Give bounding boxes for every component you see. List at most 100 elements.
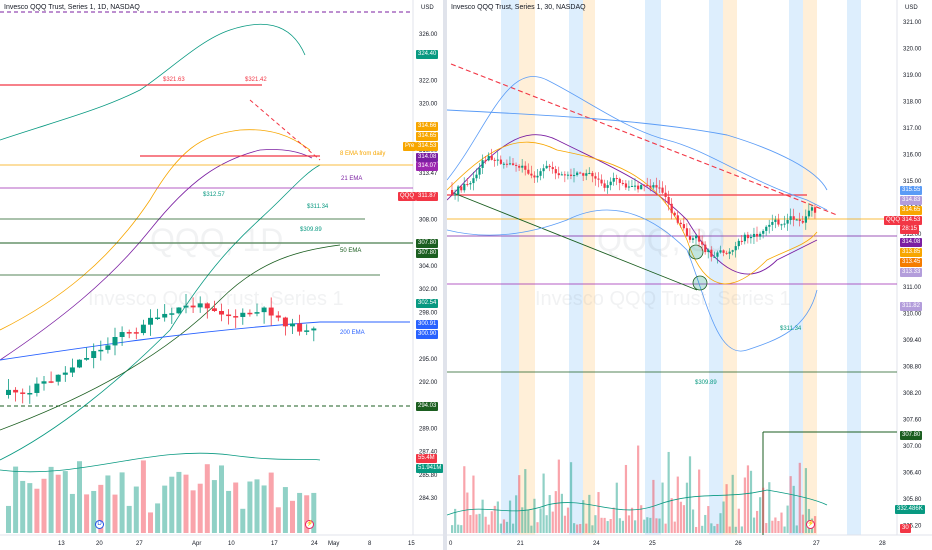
candle-body-right bbox=[780, 224, 783, 226]
ema200-line bbox=[0, 321, 410, 361]
session-band bbox=[645, 0, 661, 535]
volume-bar bbox=[119, 472, 125, 533]
volume-bar-right bbox=[792, 485, 795, 533]
volume-bar-right bbox=[780, 512, 783, 533]
time-tick-label: 13 bbox=[58, 541, 65, 547]
volume-bar-right bbox=[460, 525, 463, 533]
volume-bar-right bbox=[548, 495, 551, 533]
intraday-chart-canvas[interactable]: 321.00 320.00 319.00 318.00 317.00 316.00 315.… bbox=[447, 0, 932, 550]
candle-body-right bbox=[579, 172, 582, 174]
candle-body-right bbox=[667, 196, 670, 204]
volume-bar-right bbox=[563, 515, 567, 533]
volume-bar-right bbox=[728, 526, 731, 533]
candle-body-right bbox=[557, 173, 560, 176]
volume-bar-right bbox=[624, 464, 628, 533]
currency-label-right: USD bbox=[905, 5, 918, 11]
candle-body-right bbox=[731, 250, 734, 252]
candle-body-right bbox=[786, 220, 789, 224]
dividend-icon[interactable]: D bbox=[95, 520, 104, 529]
volume-bar-right bbox=[673, 521, 676, 533]
candle-body bbox=[226, 314, 232, 317]
ema8-label: 8 EMA from daily bbox=[340, 151, 386, 157]
volume-bar-right bbox=[643, 519, 646, 533]
earnings-icon[interactable]: ⚡ bbox=[305, 520, 314, 529]
volume-bar bbox=[126, 505, 132, 533]
candle-body bbox=[233, 316, 239, 318]
currency-label: USD bbox=[421, 5, 434, 11]
tag-r2: 314.83 bbox=[900, 196, 923, 205]
candle-body-right bbox=[752, 233, 756, 237]
candle-body-right bbox=[795, 219, 798, 221]
volume-bar bbox=[20, 480, 26, 533]
candle-body bbox=[275, 315, 281, 318]
candle-body bbox=[254, 312, 260, 314]
volume-bar-right bbox=[490, 511, 493, 533]
time-tick-label: 8 bbox=[368, 541, 372, 547]
candle-body-right bbox=[490, 155, 493, 160]
panel-divider[interactable] bbox=[443, 0, 447, 550]
volume-bar-right bbox=[569, 462, 573, 533]
ema50-line bbox=[0, 244, 341, 431]
intraday-chart-panel[interactable]: 321.00 320.00 319.00 318.00 317.00 316.00 315.… bbox=[447, 0, 932, 550]
candle-body bbox=[204, 303, 210, 309]
candle-body bbox=[20, 392, 26, 394]
volume-bar-right bbox=[719, 513, 722, 533]
volume-bar-right bbox=[630, 507, 634, 533]
candle-body-right bbox=[545, 165, 548, 169]
volume-bar-right bbox=[813, 516, 817, 533]
candle-body bbox=[219, 311, 224, 315]
volume-bar-right bbox=[551, 511, 554, 533]
candle-body-right bbox=[618, 178, 621, 183]
volume-bar bbox=[211, 480, 217, 533]
candle-body-right bbox=[542, 168, 545, 172]
candle-body-right bbox=[801, 220, 804, 223]
candle-body-right bbox=[792, 216, 795, 220]
daily-chart-panel[interactable]: 326.00324.00322.00320.00318.00316.00313.… bbox=[0, 0, 443, 550]
session-band bbox=[803, 0, 817, 535]
volume-bar-right bbox=[557, 459, 560, 533]
volume-bar-right bbox=[512, 523, 515, 533]
time-tick-label: 10 bbox=[228, 541, 235, 547]
time-tick-label-right: 24 bbox=[593, 541, 600, 547]
volume-bar bbox=[297, 492, 303, 533]
candle-body bbox=[162, 313, 168, 318]
candle-body-right bbox=[518, 165, 521, 168]
candle-body-right bbox=[719, 250, 722, 253]
volume-bar-right bbox=[664, 523, 667, 533]
candle-body-right bbox=[640, 185, 643, 190]
candle-body-right bbox=[563, 174, 567, 176]
volume-bar-right bbox=[508, 500, 512, 533]
tag-support-1: 307.80 bbox=[416, 239, 439, 248]
daily-chart-canvas[interactable]: 326.00324.00322.00320.00318.00316.00313.… bbox=[0, 0, 443, 550]
volume-bar-right bbox=[451, 525, 454, 533]
watermark-name: Invesco QQQ Trust, Series 1 bbox=[88, 288, 344, 310]
price-tick-label-right: 309.40 bbox=[903, 338, 922, 344]
volume-bar-right bbox=[768, 482, 771, 533]
tag-r6: 313.85 bbox=[900, 248, 923, 257]
candle-body-right bbox=[734, 246, 737, 251]
volume-bar bbox=[98, 484, 104, 533]
candle-body-right bbox=[582, 173, 585, 176]
volume-bar bbox=[226, 490, 232, 533]
candle-body-right bbox=[524, 165, 527, 170]
candle-body-right bbox=[499, 159, 502, 164]
volume-bar bbox=[169, 476, 175, 533]
price-tick-label-right: 310.00 bbox=[903, 312, 922, 318]
time-tick-label-right: 27 bbox=[813, 541, 820, 547]
volume-bar-right bbox=[612, 507, 615, 533]
candle-body bbox=[290, 323, 295, 327]
volume-bar bbox=[219, 465, 224, 533]
ema200-label: 200 EMA bbox=[340, 330, 365, 336]
candle-body bbox=[140, 324, 146, 334]
candle-body-right bbox=[502, 163, 506, 165]
volume-bar bbox=[275, 507, 281, 533]
price-tick-label: 298.00 bbox=[419, 310, 438, 316]
price-tick-label: 302.00 bbox=[419, 287, 438, 293]
earnings-icon-right[interactable]: ⚡ bbox=[806, 520, 815, 529]
price-tick-label: 287.40 bbox=[419, 450, 438, 456]
candle-body-right bbox=[658, 187, 661, 189]
candle-body bbox=[77, 359, 82, 368]
candle-body-right bbox=[621, 182, 624, 184]
candle-body bbox=[112, 336, 118, 346]
volume-bar-right bbox=[710, 523, 713, 533]
